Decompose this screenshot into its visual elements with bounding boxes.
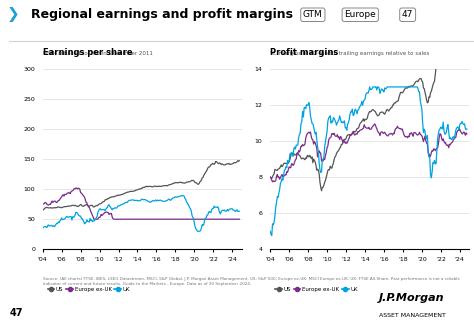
Text: Earnings per share: Earnings per share (43, 48, 132, 57)
Text: Equities: Equities (2, 150, 8, 182)
Text: J.P.Morgan: J.P.Morgan (379, 294, 445, 303)
Legend: US, Europe ex-UK, UK: US, Europe ex-UK, UK (46, 284, 132, 294)
Text: Source: (All charts) FTSE, IBES, LSEG Datastream, MSCI, S&P Global, J.P. Morgan : Source: (All charts) FTSE, IBES, LSEG Da… (43, 277, 459, 286)
Text: ❯: ❯ (7, 7, 20, 22)
Text: 47: 47 (9, 308, 23, 318)
Text: 47: 47 (402, 10, 413, 19)
Legend: US, Europe ex-UK, UK: US, Europe ex-UK, UK (273, 284, 360, 294)
Text: USD, rebased to 100 in December 2011: USD, rebased to 100 in December 2011 (43, 51, 153, 56)
Text: Profit margins: Profit margins (270, 48, 338, 57)
Text: Europe: Europe (345, 10, 376, 19)
Text: Regional earnings and profit margins: Regional earnings and profit margins (31, 8, 293, 21)
Text: ASSET MANAGEMENT: ASSET MANAGEMENT (379, 313, 446, 318)
Text: %, margins of 12-month trailing earnings relative to sales: %, margins of 12-month trailing earnings… (270, 51, 429, 56)
Text: GTM: GTM (303, 10, 323, 19)
